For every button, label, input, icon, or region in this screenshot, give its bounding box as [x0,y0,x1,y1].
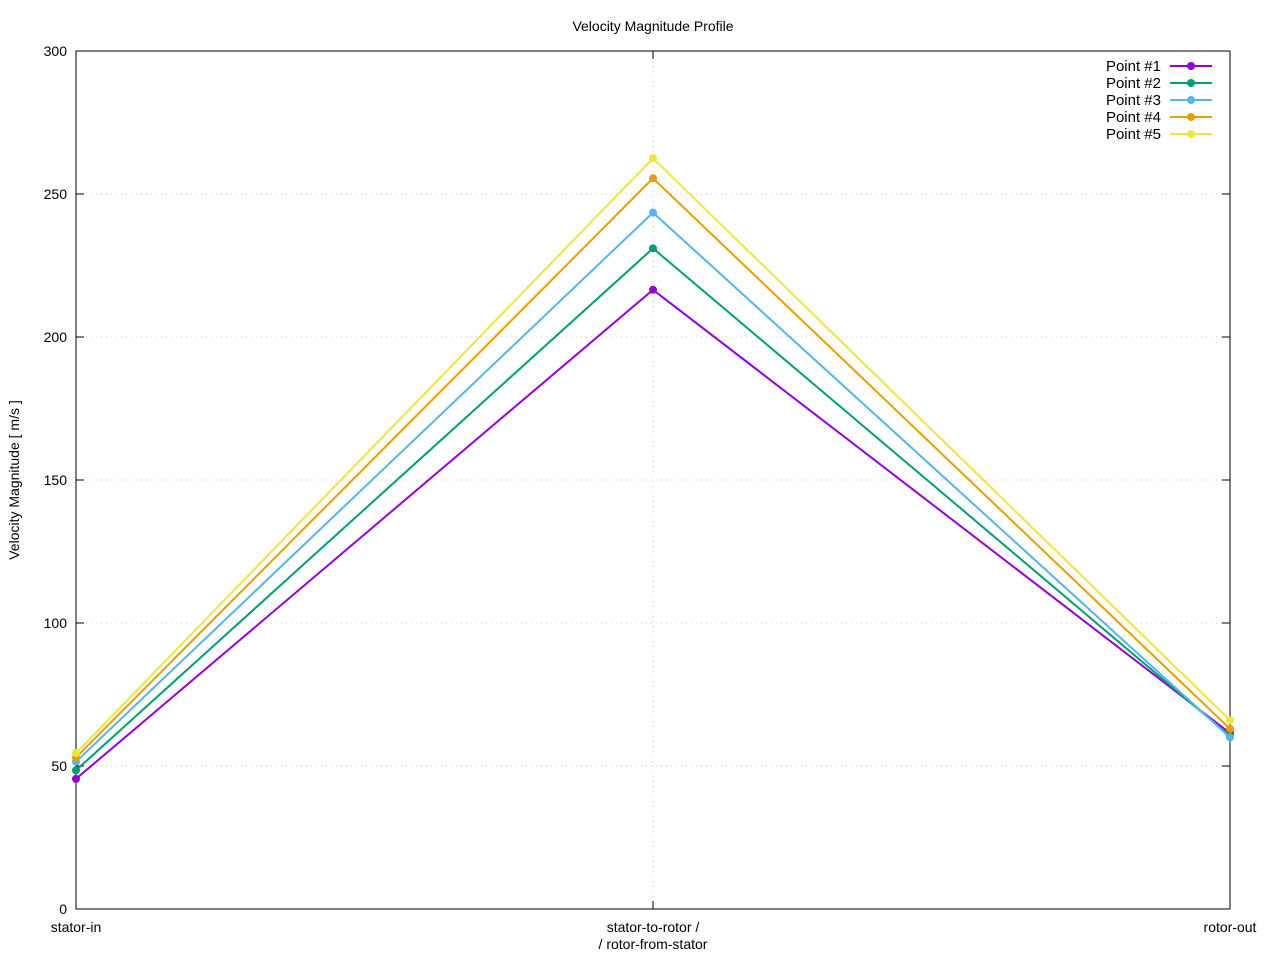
legend-label: Point #2 [1106,75,1161,92]
grid-lines [76,51,1230,909]
data-point [649,174,657,183]
series-line [75,288,1231,780]
data-point [1226,716,1234,725]
legend-label: Point #3 [1106,92,1161,109]
legend-label: Point #1 [1106,58,1161,75]
legend-label: Point #4 [1106,109,1161,126]
series-line [75,211,1231,763]
x-tick-label-line: / rotor-from-stator [599,936,708,952]
data-point [649,285,657,294]
chart-title: Velocity Magnitude Profile [572,18,733,34]
legend-label: Point #5 [1106,126,1161,143]
legend-swatch-point [1187,113,1195,121]
y-tick-label: 200 [44,329,68,345]
data-point [1226,724,1234,733]
y-tick-label: 250 [44,186,68,202]
x-tick-label: stator-to-rotor / / rotor-from-stator [599,919,708,952]
y-axis: 0 50 100 150 200 250 300 [44,43,1230,917]
legend-swatch-point [1187,130,1195,138]
data-point [72,749,80,758]
data-point [649,154,657,163]
y-tick-label: 300 [44,43,68,59]
y-tick-label: 0 [59,901,67,917]
y-tick-label: 150 [44,472,68,488]
y-axis-title: Velocity Magnitude [ m/s ] [6,400,22,560]
data-point [72,774,80,783]
legend-swatch-point [1187,79,1195,87]
legend-swatch-point [1187,96,1195,104]
x-tick-label-line: stator-in [51,919,102,935]
series-line [75,176,1231,759]
legend-swatch-point [1187,62,1195,70]
x-tick-label: rotor-out [1204,919,1257,935]
data-point [72,766,80,775]
x-tick-label-line: stator-to-rotor / [607,919,700,935]
x-tick-label: stator-in [51,919,102,935]
x-tick-label-line: rotor-out [1204,919,1257,935]
data-point [649,208,657,217]
data-point [1226,733,1234,742]
series-layer [72,154,1234,783]
x-axis: stator-in stator-to-rotor / / rotor-from-s… [51,51,1257,952]
y-tick-label: 100 [44,615,68,631]
data-point [649,244,657,253]
y-tick-label: 50 [51,758,67,774]
